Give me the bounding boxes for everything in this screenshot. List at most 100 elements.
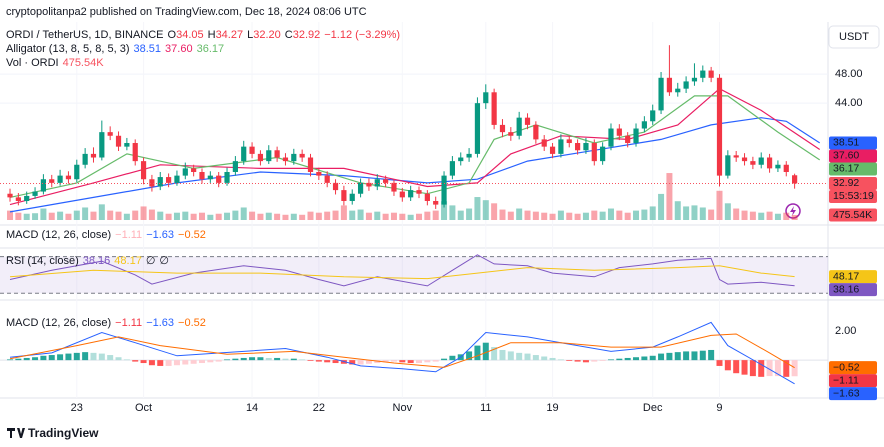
volume-bar — [382, 213, 389, 220]
candle-body — [291, 153, 297, 162]
histogram-bar — [491, 347, 498, 361]
replay-icon[interactable] — [785, 203, 801, 219]
volume-bar — [766, 211, 773, 220]
volume-bar — [82, 207, 89, 220]
volume-bar — [666, 173, 673, 220]
volume-bar — [73, 210, 80, 220]
candle-body — [533, 124, 539, 140]
histogram-bar — [165, 360, 172, 366]
alligator-line — [9, 95, 821, 198]
candle-body — [207, 175, 213, 180]
volume-bar — [40, 208, 47, 220]
candle-body — [282, 157, 289, 162]
histogram-bar — [432, 360, 439, 362]
histogram-bar — [633, 357, 640, 361]
price-tag — [829, 149, 877, 163]
price-tag — [829, 189, 877, 203]
volume-bar — [7, 210, 14, 220]
volume-bar — [474, 197, 481, 220]
candle-body — [257, 153, 264, 162]
histogram-bar — [708, 349, 715, 361]
currency-button[interactable] — [828, 25, 880, 49]
volume-bar — [265, 212, 272, 220]
candle-body — [416, 190, 422, 194]
volume-bar — [198, 212, 205, 220]
candle-body — [140, 161, 147, 180]
histogram-bar — [599, 360, 606, 361]
y-tick-label: 2.00 — [835, 325, 856, 337]
candle-body — [224, 172, 230, 183]
symbol-legend-part: L — [247, 29, 253, 41]
histogram-bar — [607, 359, 614, 361]
candle-body — [174, 175, 180, 183]
volume-bar — [357, 209, 364, 220]
price-tag — [829, 361, 877, 375]
price-tag-label: 38.16 — [833, 283, 859, 295]
histogram-bar — [23, 357, 30, 361]
candle-body — [408, 190, 414, 198]
volume-bar — [32, 213, 39, 220]
candle-body — [725, 155, 731, 176]
histogram-bar — [215, 360, 222, 362]
volume-bar — [249, 211, 256, 220]
alligator-legend-part: 36.17 — [197, 43, 225, 55]
volume-bar — [491, 203, 498, 220]
price-tag-label: 36.17 — [833, 163, 859, 175]
candle-body — [274, 150, 280, 158]
macd-collapsed-legend-part: −1.11 — [115, 229, 142, 241]
currency[interactable]: USDT — [839, 31, 869, 43]
volume-bar — [691, 205, 698, 220]
histogram-bar — [549, 357, 556, 361]
histogram-bar — [783, 360, 790, 377]
histogram-bar — [766, 360, 773, 377]
volume-bar — [774, 213, 781, 220]
volume-bar — [148, 209, 155, 220]
candle-body — [541, 139, 547, 147]
histogram-bar — [182, 360, 189, 365]
rsi-legend-part: ∅ — [159, 255, 169, 267]
volume-bar — [98, 204, 105, 220]
histogram-bar — [566, 360, 573, 361]
alligator-legend: Alligator (13, 8, 5, 8, 5, 3) 38.51 37.60 3… — [6, 43, 224, 55]
histogram-bar — [424, 360, 431, 363]
macd-line — [9, 333, 795, 369]
volume-bar — [424, 211, 431, 220]
candle-body — [149, 179, 155, 187]
volume-bar — [532, 211, 539, 220]
histogram-bar — [307, 360, 314, 361]
candle-body — [32, 191, 38, 196]
volume-bar — [499, 209, 506, 220]
price-tag-label: −1.63 — [833, 387, 860, 399]
price-tag-label: 37.60 — [833, 150, 859, 162]
volume-legend: Vol · ORDI 475.54K — [6, 57, 104, 69]
volume-bar — [516, 208, 523, 220]
histogram-bar — [282, 358, 289, 361]
symbol-legend: ORDI / TetherUS, 1D, BINANCE O34.05 H34.27… — [6, 29, 400, 41]
volume-bar — [549, 213, 556, 220]
x-tick-label: Nov — [393, 402, 413, 414]
x-tick-label: 22 — [313, 402, 325, 414]
histogram-bar — [57, 354, 64, 361]
histogram-bar — [274, 357, 281, 361]
y-tick-label: 44.00 — [835, 97, 863, 109]
histogram-bar — [416, 360, 423, 364]
histogram-bar — [658, 353, 665, 361]
volume-bar — [641, 209, 648, 220]
candle-body — [641, 121, 647, 129]
symbol-legend-part: 34.05 — [176, 29, 204, 41]
volume-bar — [708, 209, 715, 220]
volume-bar — [332, 210, 339, 220]
histogram-bar — [98, 353, 105, 361]
price-tag-label: −1.11 — [833, 374, 859, 386]
macd-legend: MACD (12, 26, close) −1.11 −1.63 −0.52 — [6, 317, 206, 329]
volume-bar — [457, 210, 464, 220]
histogram-bar — [207, 360, 214, 363]
candle-body — [474, 103, 481, 154]
candle-body — [708, 70, 714, 78]
histogram-bar — [774, 360, 781, 377]
price-tag — [829, 270, 877, 284]
volume-bar — [541, 212, 548, 220]
candle-body — [591, 143, 597, 162]
histogram-bar — [591, 360, 598, 362]
